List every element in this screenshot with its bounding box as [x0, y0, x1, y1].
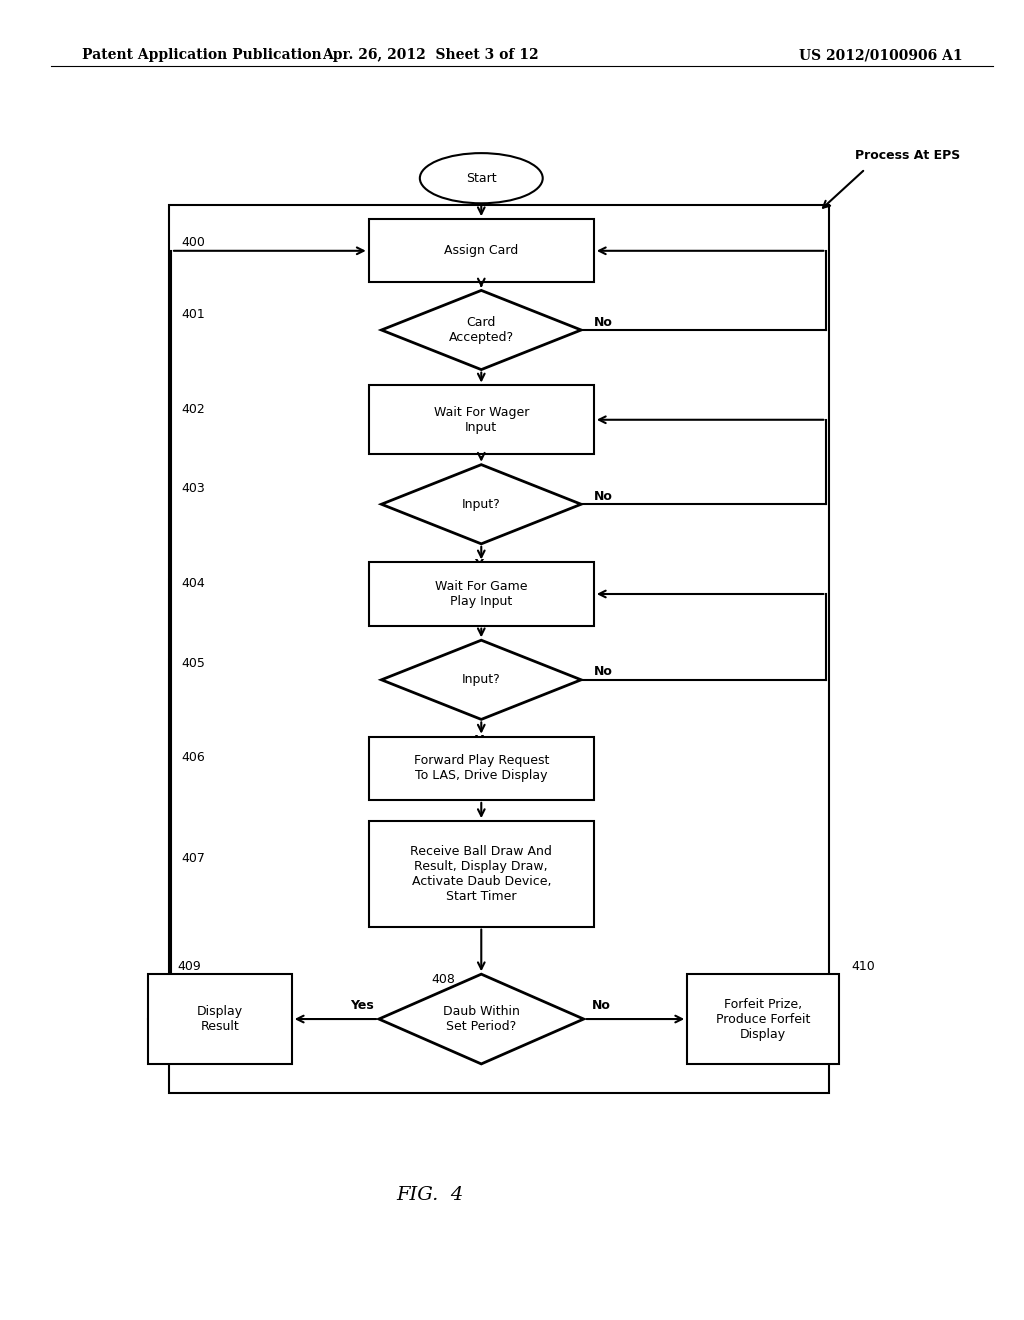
Text: Assign Card: Assign Card [444, 244, 518, 257]
Text: No: No [594, 315, 612, 329]
FancyBboxPatch shape [369, 737, 594, 800]
Text: 409: 409 [177, 960, 201, 973]
Text: No: No [594, 490, 612, 503]
Text: 404: 404 [181, 577, 205, 590]
Text: Patent Application Publication: Patent Application Publication [82, 49, 322, 62]
Text: 407: 407 [181, 851, 205, 865]
Text: Display
Result: Display Result [197, 1005, 244, 1034]
Polygon shape [381, 640, 582, 719]
Text: Input?: Input? [462, 498, 501, 511]
FancyBboxPatch shape [369, 562, 594, 626]
Text: 410: 410 [851, 960, 874, 973]
Text: 406: 406 [181, 751, 205, 764]
Text: No: No [592, 999, 610, 1012]
Text: Yes: Yes [474, 384, 499, 397]
Ellipse shape [420, 153, 543, 203]
Text: Daub Within
Set Period?: Daub Within Set Period? [442, 1005, 520, 1034]
Text: Forfeit Prize,
Produce Forfeit
Display: Forfeit Prize, Produce Forfeit Display [716, 998, 810, 1040]
FancyBboxPatch shape [369, 821, 594, 927]
Text: No: No [594, 665, 612, 678]
Text: Card
Accepted?: Card Accepted? [449, 315, 514, 345]
Text: Process At EPS: Process At EPS [855, 149, 961, 162]
Text: Yes: Yes [350, 999, 374, 1012]
Text: Yes: Yes [474, 558, 499, 572]
FancyBboxPatch shape [687, 974, 839, 1064]
Text: 401: 401 [181, 308, 205, 321]
Polygon shape [381, 290, 582, 370]
Text: Wait For Wager
Input: Wait For Wager Input [433, 405, 529, 434]
FancyBboxPatch shape [369, 219, 594, 282]
Text: Yes: Yes [474, 734, 499, 747]
Text: 405: 405 [181, 657, 205, 671]
Text: Start: Start [466, 172, 497, 185]
Text: 400: 400 [181, 236, 205, 249]
Text: FIG.  4: FIG. 4 [396, 1185, 464, 1204]
Polygon shape [381, 465, 582, 544]
Text: Wait For Game
Play Input: Wait For Game Play Input [435, 579, 527, 609]
Polygon shape [379, 974, 584, 1064]
Text: 408: 408 [432, 973, 456, 986]
FancyBboxPatch shape [369, 385, 594, 454]
Text: US 2012/0100906 A1: US 2012/0100906 A1 [799, 49, 963, 62]
Text: Forward Play Request
To LAS, Drive Display: Forward Play Request To LAS, Drive Displ… [414, 754, 549, 783]
Text: Receive Ball Draw And
Result, Display Draw,
Activate Daub Device,
Start Timer: Receive Ball Draw And Result, Display Dr… [411, 845, 552, 903]
Text: 403: 403 [181, 482, 205, 495]
Text: Input?: Input? [462, 673, 501, 686]
FancyBboxPatch shape [148, 974, 292, 1064]
Text: 402: 402 [181, 403, 205, 416]
Text: Apr. 26, 2012  Sheet 3 of 12: Apr. 26, 2012 Sheet 3 of 12 [322, 49, 539, 62]
